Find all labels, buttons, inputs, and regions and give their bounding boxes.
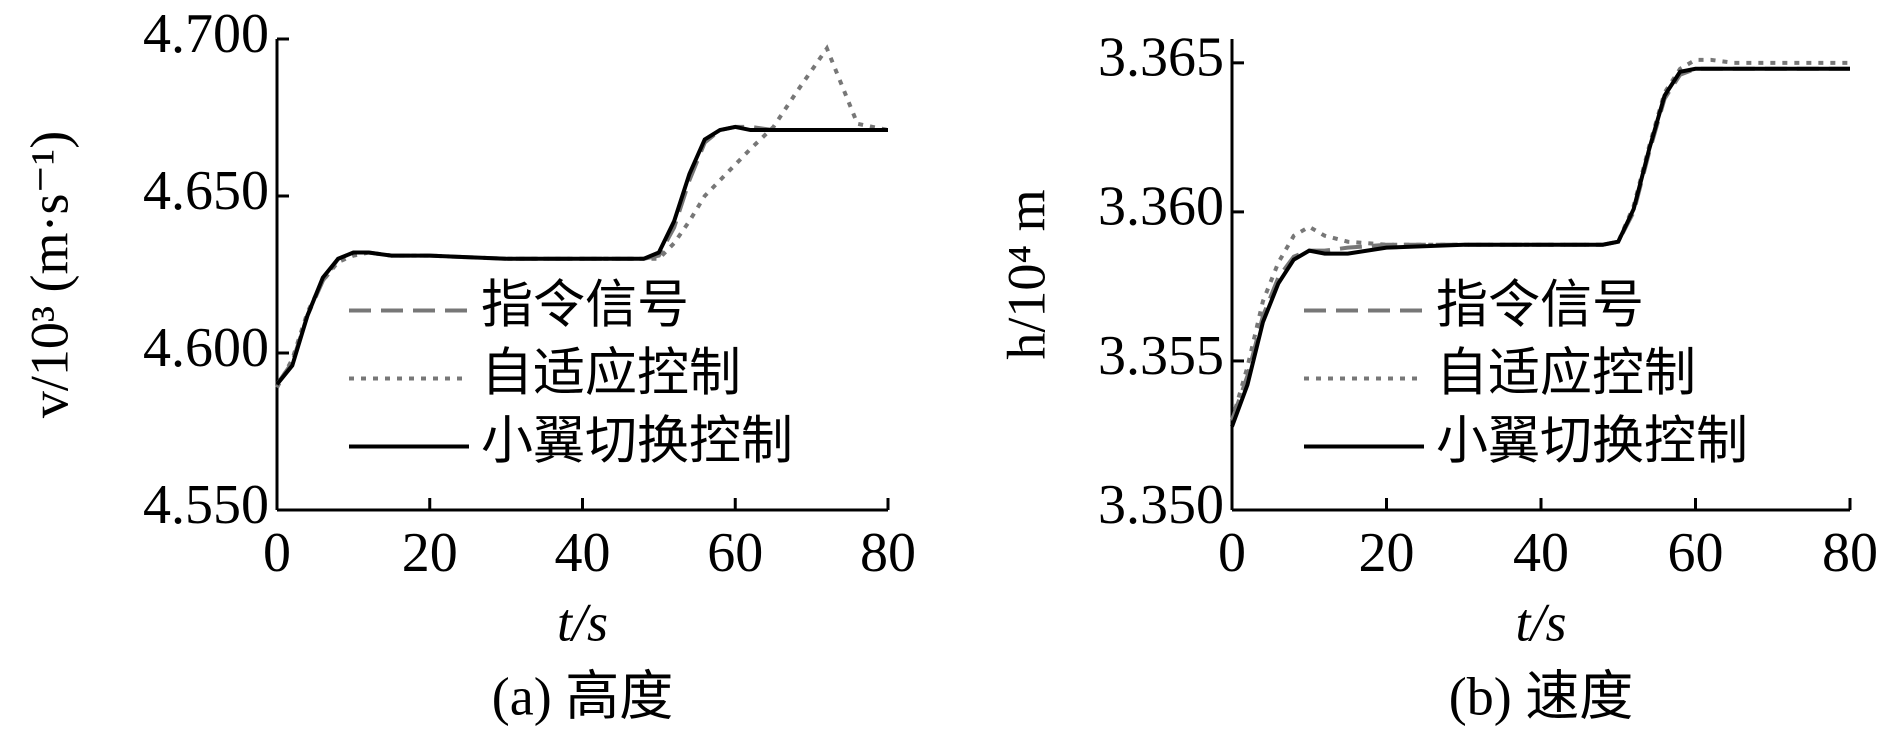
x-tick-label: 80 [860, 522, 916, 584]
legend-label: 指令信号 [1436, 277, 1644, 334]
y-tick-label: 4.700 [143, 3, 269, 65]
x-axis-label: t/s [1515, 592, 1566, 652]
y-axis-label: v/10³ (m·s⁻¹) [19, 131, 79, 418]
x-tick-label: 0 [1218, 522, 1246, 584]
x-tick-label: 20 [1359, 522, 1415, 584]
y-tick-label: 4.550 [143, 474, 269, 536]
y-tick-label: 3.360 [1098, 176, 1224, 238]
x-tick-label: 20 [402, 522, 458, 584]
y-tick-label: 3.355 [1098, 325, 1224, 387]
legend-label: 指令信号 [481, 277, 689, 334]
x-tick-label: 0 [263, 522, 291, 584]
series-line [275, 44, 889, 389]
chart: 3.350 3.355 3.360 3.365 0 20 40 60 80 t/s (b) 速度 h/… [996, 27, 1878, 727]
y-tick-label: 3.365 [1098, 27, 1224, 89]
series-line [275, 124, 888, 386]
y-tick-label: 3.350 [1098, 474, 1224, 536]
legend-label: 自适应控制 [481, 345, 741, 402]
y-tick-label: 4.600 [143, 317, 269, 379]
y-tick-label: 4.650 [143, 160, 269, 222]
x-tick-label: 80 [1822, 522, 1878, 584]
x-tick-label: 40 [555, 522, 611, 584]
chart: 4.550 4.600 4.650 4.700 0 20 40 60 80 t/s (a) 高度 v/… [19, 3, 916, 727]
x-axis-label: t/s [557, 592, 608, 652]
y-axis-label: h/10⁴ m [996, 189, 1056, 359]
x-tick-label: 60 [1668, 522, 1724, 584]
legend-label: 小翼切换控制 [1436, 413, 1748, 470]
series-line [1230, 66, 1850, 428]
legend-label: 小翼切换控制 [481, 413, 793, 470]
caption: (b) 速度 [1449, 666, 1633, 726]
caption: (a) 高度 [492, 666, 673, 726]
x-tick-label: 60 [707, 522, 763, 584]
legend-label: 自适应控制 [1436, 345, 1696, 402]
x-tick-label: 40 [1513, 522, 1569, 584]
